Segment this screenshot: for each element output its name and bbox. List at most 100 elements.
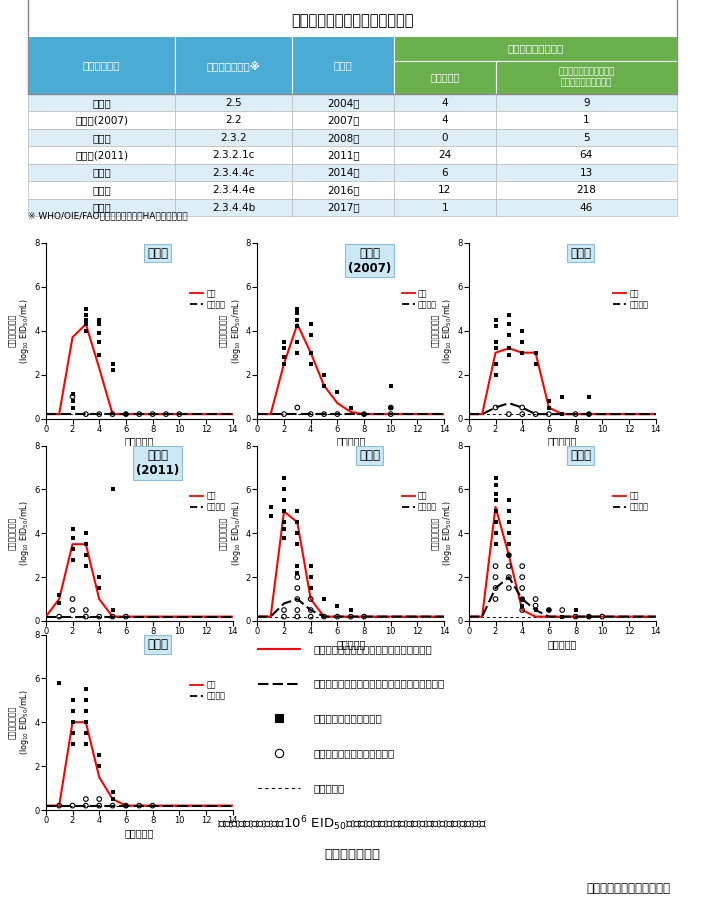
Bar bbox=[292, 37, 394, 94]
Point bbox=[517, 598, 528, 613]
Point bbox=[557, 603, 568, 617]
Point bbox=[278, 504, 290, 518]
Point bbox=[503, 515, 515, 529]
Point bbox=[544, 400, 555, 415]
Point bbox=[107, 609, 118, 624]
Point bbox=[517, 400, 528, 415]
Text: 宮崎株(2007): 宮崎株(2007) bbox=[75, 115, 128, 125]
Text: 千葉株: 千葉株 bbox=[359, 449, 380, 462]
Point bbox=[292, 559, 303, 573]
Legend: 気管, 総排泄腔: 気管, 総排泄腔 bbox=[398, 488, 440, 515]
Bar bbox=[28, 37, 176, 94]
Point bbox=[490, 341, 501, 356]
Point bbox=[80, 537, 92, 552]
Point bbox=[67, 603, 78, 617]
Point bbox=[490, 537, 501, 552]
Point bbox=[583, 609, 594, 624]
Point bbox=[490, 312, 501, 327]
Point bbox=[345, 400, 356, 415]
Point bbox=[94, 335, 105, 349]
Point bbox=[358, 407, 369, 421]
Point bbox=[80, 682, 92, 697]
Point bbox=[530, 592, 541, 607]
Point bbox=[319, 378, 330, 392]
Point bbox=[503, 328, 515, 342]
Point bbox=[278, 515, 290, 529]
Text: 2.3.4.4c: 2.3.4.4c bbox=[212, 167, 255, 177]
Bar bbox=[176, 129, 292, 147]
Point bbox=[517, 592, 528, 607]
Point bbox=[94, 609, 105, 624]
Point bbox=[80, 548, 92, 562]
Text: 宮崎株
(2011): 宮崎株 (2011) bbox=[136, 449, 180, 477]
Text: 気管スワブのウイルス量（全体の中央値）: 気管スワブのウイルス量（全体の中央値） bbox=[313, 644, 431, 653]
Bar bbox=[394, 112, 496, 129]
Text: 2011年: 2011年 bbox=[326, 150, 360, 160]
Point bbox=[490, 580, 501, 595]
Text: （谷川太一朗、常國良太）: （谷川太一朗、常國良太） bbox=[587, 883, 670, 896]
Point bbox=[332, 407, 343, 421]
Point bbox=[544, 603, 555, 617]
Text: 4: 4 bbox=[441, 115, 448, 125]
Legend: 気管, 総排泄腔: 気管, 総排泄腔 bbox=[187, 677, 228, 704]
Point bbox=[319, 367, 330, 382]
Point bbox=[80, 324, 92, 338]
Text: 2.2: 2.2 bbox=[226, 115, 242, 125]
Point bbox=[67, 693, 78, 707]
Point bbox=[490, 570, 501, 584]
Point bbox=[67, 592, 78, 607]
Text: 24: 24 bbox=[439, 150, 451, 160]
Bar bbox=[394, 60, 496, 94]
Point bbox=[292, 306, 303, 320]
Point bbox=[358, 407, 369, 421]
Point bbox=[80, 609, 92, 624]
Point bbox=[67, 553, 78, 567]
Point bbox=[67, 530, 78, 544]
Point bbox=[80, 792, 92, 806]
Point bbox=[278, 407, 290, 421]
Point bbox=[121, 798, 132, 813]
Point bbox=[490, 515, 501, 529]
Point bbox=[503, 504, 515, 518]
Point bbox=[557, 609, 568, 624]
Text: 宮崎株
(2007): 宮崎株 (2007) bbox=[348, 247, 391, 274]
Point bbox=[292, 603, 303, 617]
Text: 2.3.2: 2.3.2 bbox=[221, 132, 247, 143]
Point bbox=[583, 609, 594, 624]
Point bbox=[160, 407, 171, 421]
Point bbox=[503, 526, 515, 540]
Point bbox=[570, 407, 581, 421]
Y-axis label: ウイルス排出量
(log$_{10}$ EID$_{50}$/mL): ウイルス排出量 (log$_{10}$ EID$_{50}$/mL) bbox=[431, 298, 455, 364]
Bar bbox=[28, 112, 176, 129]
Point bbox=[94, 748, 105, 762]
Point bbox=[67, 737, 78, 751]
Point bbox=[583, 407, 594, 421]
Text: 分離年: 分離年 bbox=[333, 60, 352, 70]
Point bbox=[544, 407, 555, 421]
Legend: 気管, 総排泄腔: 気管, 総排泄腔 bbox=[187, 488, 228, 515]
Text: 5: 5 bbox=[583, 132, 589, 143]
Bar bbox=[176, 94, 292, 112]
Y-axis label: ウイルス排出量
(log$_{10}$ EID$_{50}$/mL): ウイルス排出量 (log$_{10}$ EID$_{50}$/mL) bbox=[219, 298, 243, 364]
Point bbox=[265, 508, 276, 523]
Point bbox=[305, 559, 317, 573]
Text: 遺伝子クレード※: 遺伝子クレード※ bbox=[207, 59, 261, 71]
Text: 山口株: 山口株 bbox=[147, 247, 168, 259]
Point bbox=[292, 312, 303, 327]
Point bbox=[358, 609, 369, 624]
Point bbox=[67, 542, 78, 556]
Point bbox=[278, 603, 290, 617]
Point bbox=[133, 407, 145, 421]
Point bbox=[517, 592, 528, 607]
Point bbox=[385, 407, 396, 421]
Point bbox=[490, 487, 501, 501]
Text: 家禽農家等: 家禽農家等 bbox=[430, 72, 460, 82]
Point bbox=[503, 548, 515, 562]
Point bbox=[278, 482, 290, 497]
Point bbox=[517, 559, 528, 573]
Point bbox=[278, 609, 290, 624]
Text: 検出限界値: 検出限界値 bbox=[313, 783, 344, 793]
Point bbox=[517, 580, 528, 595]
Text: 2016年: 2016年 bbox=[326, 185, 360, 195]
Text: ※ WHO/OIE/FAOによるウイルスのHA遺伝子の分類: ※ WHO/OIE/FAOによるウイルスのHA遺伝子の分類 bbox=[28, 212, 188, 220]
